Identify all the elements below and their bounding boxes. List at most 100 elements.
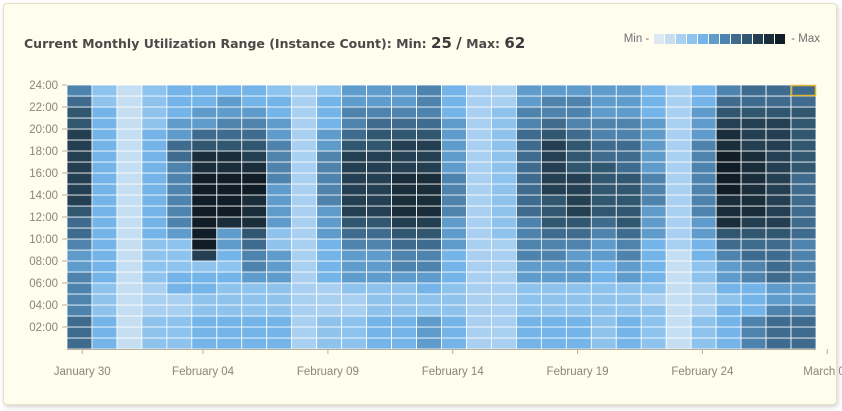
heatmap-cell[interactable] — [441, 249, 467, 262]
heatmap-cell[interactable] — [640, 315, 667, 328]
heatmap-cell[interactable] — [665, 84, 692, 97]
heatmap-cell[interactable] — [690, 205, 717, 218]
heatmap-cell[interactable] — [690, 260, 717, 273]
heatmap-cell[interactable] — [565, 304, 592, 317]
heatmap-cell[interactable] — [366, 227, 392, 240]
heatmap-cell[interactable] — [565, 271, 592, 284]
heatmap-cell[interactable] — [341, 293, 368, 306]
heatmap-cell[interactable] — [316, 216, 343, 229]
heatmap-cell[interactable] — [540, 117, 567, 130]
heatmap-cell[interactable] — [266, 260, 293, 273]
heatmap-cell[interactable] — [516, 227, 542, 240]
heatmap-cell[interactable] — [341, 205, 368, 218]
heatmap-cell[interactable] — [615, 139, 642, 152]
heatmap-cell[interactable] — [216, 95, 243, 108]
heatmap-cell[interactable] — [66, 271, 93, 284]
heatmap-cell[interactable] — [715, 216, 742, 229]
heatmap-cell[interactable] — [241, 128, 268, 141]
heatmap-cell[interactable] — [216, 172, 243, 185]
heatmap-cell[interactable] — [466, 326, 492, 339]
heatmap-cell[interactable] — [441, 128, 467, 141]
heatmap-cell[interactable] — [66, 194, 93, 207]
heatmap-cell[interactable] — [540, 95, 567, 108]
heatmap-cell[interactable] — [191, 337, 218, 350]
heatmap-cell[interactable] — [141, 117, 168, 130]
heatmap-cell[interactable] — [740, 227, 767, 240]
heatmap-cell[interactable] — [416, 326, 442, 339]
heatmap-cell[interactable] — [565, 282, 592, 295]
heatmap-cell[interactable] — [740, 117, 767, 130]
heatmap-cell[interactable] — [341, 238, 368, 251]
heatmap-cell[interactable] — [790, 128, 817, 141]
heatmap-cell[interactable] — [191, 271, 218, 284]
heatmap-cell[interactable] — [615, 271, 642, 284]
heatmap-cell[interactable] — [565, 183, 592, 196]
heatmap-cell[interactable] — [640, 161, 667, 174]
heatmap-cell[interactable] — [565, 315, 592, 328]
heatmap-cell[interactable] — [590, 172, 617, 185]
heatmap-cell[interactable] — [366, 315, 392, 328]
heatmap-cell[interactable] — [241, 304, 268, 317]
heatmap-cell[interactable] — [790, 271, 817, 284]
heatmap-cell[interactable] — [291, 293, 318, 306]
heatmap-cell[interactable] — [565, 249, 592, 262]
heatmap-cell[interactable] — [590, 183, 617, 196]
heatmap-cell[interactable] — [491, 315, 517, 328]
heatmap-cell[interactable] — [266, 216, 293, 229]
heatmap-cell[interactable] — [116, 194, 143, 207]
heatmap-cell[interactable] — [540, 326, 567, 339]
heatmap-cell[interactable] — [765, 150, 792, 163]
heatmap-cell[interactable] — [466, 315, 492, 328]
heatmap-cell[interactable] — [665, 238, 692, 251]
heatmap-cell[interactable] — [241, 194, 268, 207]
heatmap-cell[interactable] — [615, 238, 642, 251]
heatmap-cell[interactable] — [141, 128, 168, 141]
heatmap-cell[interactable] — [91, 139, 118, 152]
heatmap-cell[interactable] — [615, 249, 642, 262]
heatmap-cell[interactable] — [765, 205, 792, 218]
heatmap-cell[interactable] — [166, 315, 193, 328]
heatmap-cell[interactable] — [590, 205, 617, 218]
heatmap-cell[interactable] — [715, 172, 742, 185]
heatmap-cell[interactable] — [516, 84, 542, 97]
heatmap-cell[interactable] — [640, 117, 667, 130]
heatmap-cell[interactable] — [540, 315, 567, 328]
heatmap-cell[interactable] — [665, 337, 692, 350]
heatmap-cell[interactable] — [366, 238, 392, 251]
heatmap-cell[interactable] — [740, 337, 767, 350]
heatmap-cell[interactable] — [690, 128, 717, 141]
heatmap-cell[interactable] — [366, 326, 392, 339]
heatmap-cell[interactable] — [341, 172, 368, 185]
heatmap-cell[interactable] — [765, 172, 792, 185]
heatmap-cell[interactable] — [391, 260, 417, 273]
heatmap-cell[interactable] — [441, 84, 467, 97]
heatmap-cell[interactable] — [765, 128, 792, 141]
heatmap-cell[interactable] — [715, 139, 742, 152]
heatmap-cell[interactable] — [441, 216, 467, 229]
heatmap-cell[interactable] — [266, 249, 293, 262]
heatmap-cell[interactable] — [765, 293, 792, 306]
heatmap-cell[interactable] — [615, 183, 642, 196]
heatmap-cell[interactable] — [491, 161, 517, 174]
heatmap-cell[interactable] — [166, 117, 193, 130]
heatmap-cell[interactable] — [540, 282, 567, 295]
heatmap-cell[interactable] — [615, 194, 642, 207]
heatmap-cell[interactable] — [690, 282, 717, 295]
heatmap-cell[interactable] — [166, 337, 193, 350]
heatmap-cell[interactable] — [166, 249, 193, 262]
heatmap-cell[interactable] — [665, 95, 692, 108]
heatmap-cell[interactable] — [366, 293, 392, 306]
heatmap-cell[interactable] — [441, 304, 467, 317]
heatmap-cell[interactable] — [316, 238, 343, 251]
heatmap-cell[interactable] — [341, 117, 368, 130]
heatmap-cell[interactable] — [391, 238, 417, 251]
heatmap-cell[interactable] — [266, 128, 293, 141]
heatmap-cell[interactable] — [590, 150, 617, 163]
heatmap-cell[interactable] — [491, 84, 517, 97]
heatmap-cell[interactable] — [740, 139, 767, 152]
heatmap-cell[interactable] — [491, 128, 517, 141]
heatmap-cell[interactable] — [116, 249, 143, 262]
heatmap-cell[interactable] — [690, 227, 717, 240]
heatmap-cell[interactable] — [615, 304, 642, 317]
heatmap-cell[interactable] — [416, 95, 442, 108]
